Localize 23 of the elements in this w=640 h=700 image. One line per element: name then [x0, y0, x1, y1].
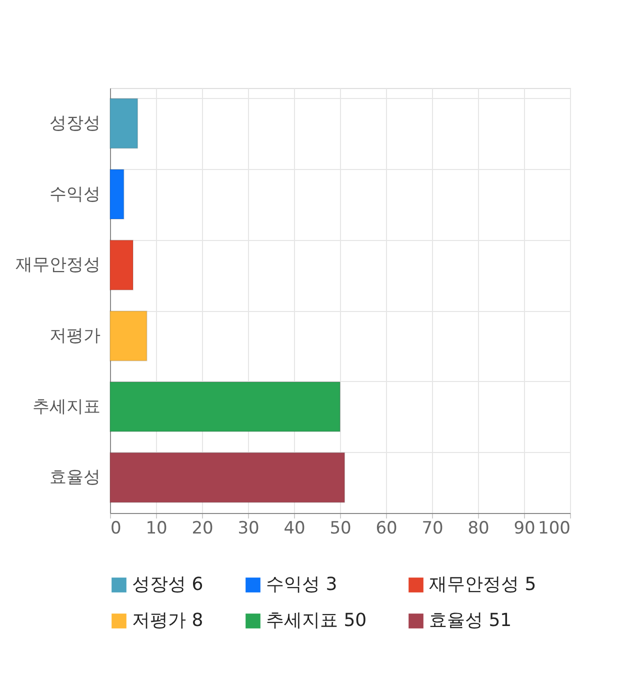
legend-label: 저평가 8	[132, 610, 204, 631]
legend-label: 수익성 3	[266, 574, 338, 595]
legend-label: 추세지표 50	[266, 610, 367, 631]
x-tick-label: 20	[192, 518, 214, 538]
legend-label: 성장성 6	[132, 574, 204, 595]
x-tick-label: 80	[468, 518, 490, 538]
legend-label: 효율성 51	[429, 610, 512, 631]
y-tick-label: 추세지표	[32, 396, 100, 417]
y-tick-label: 수익성	[50, 184, 100, 204]
x-tick-label: 70	[422, 518, 444, 538]
x-tick-label: 100	[538, 518, 570, 538]
x-tick-label: 50	[330, 518, 352, 538]
y-tick-label: 성장성	[50, 113, 100, 134]
x-tick-label: 0	[110, 518, 122, 538]
y-tick-label: 저평가	[50, 326, 100, 346]
x-tick-label: 90	[514, 518, 536, 538]
y-tick-label: 재무안정성	[16, 255, 100, 276]
y-tick-label: 효율성	[50, 468, 100, 488]
x-tick-label: 30	[238, 518, 260, 538]
legend-label: 재무안정성 5	[429, 574, 536, 595]
x-tick-label: 60	[376, 518, 398, 538]
x-tick-label: 40	[284, 518, 306, 538]
x-tick-label: 10	[146, 518, 168, 538]
